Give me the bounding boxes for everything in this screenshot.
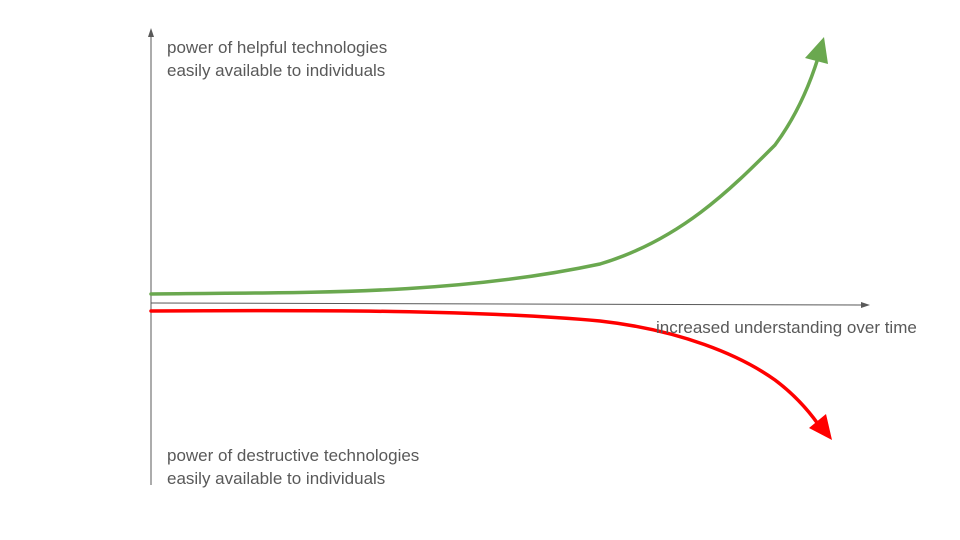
destructive-label-line2: easily available to individuals xyxy=(167,469,386,488)
x-axis-arrowhead xyxy=(861,302,870,308)
helpful-technologies-curve xyxy=(149,56,820,296)
helpful-technologies-label: power of helpful technologies easily ava… xyxy=(167,36,387,82)
helpful-curve-arrowhead xyxy=(805,37,828,64)
destructive-technologies-label: power of destructive technologies easily… xyxy=(167,444,419,490)
helpful-label-line2: easily available to individuals xyxy=(167,61,386,80)
destructive-technologies-curve xyxy=(149,308,820,426)
helpful-label-line1: power of helpful technologies xyxy=(167,38,388,57)
destructive-curve-arrowhead xyxy=(809,414,832,440)
x-axis-line xyxy=(150,302,863,306)
y-axis-arrowhead xyxy=(148,28,154,37)
destructive-label-line1: power of destructive technologies xyxy=(167,446,420,465)
x-axis-label: increased understanding over time xyxy=(656,318,917,337)
